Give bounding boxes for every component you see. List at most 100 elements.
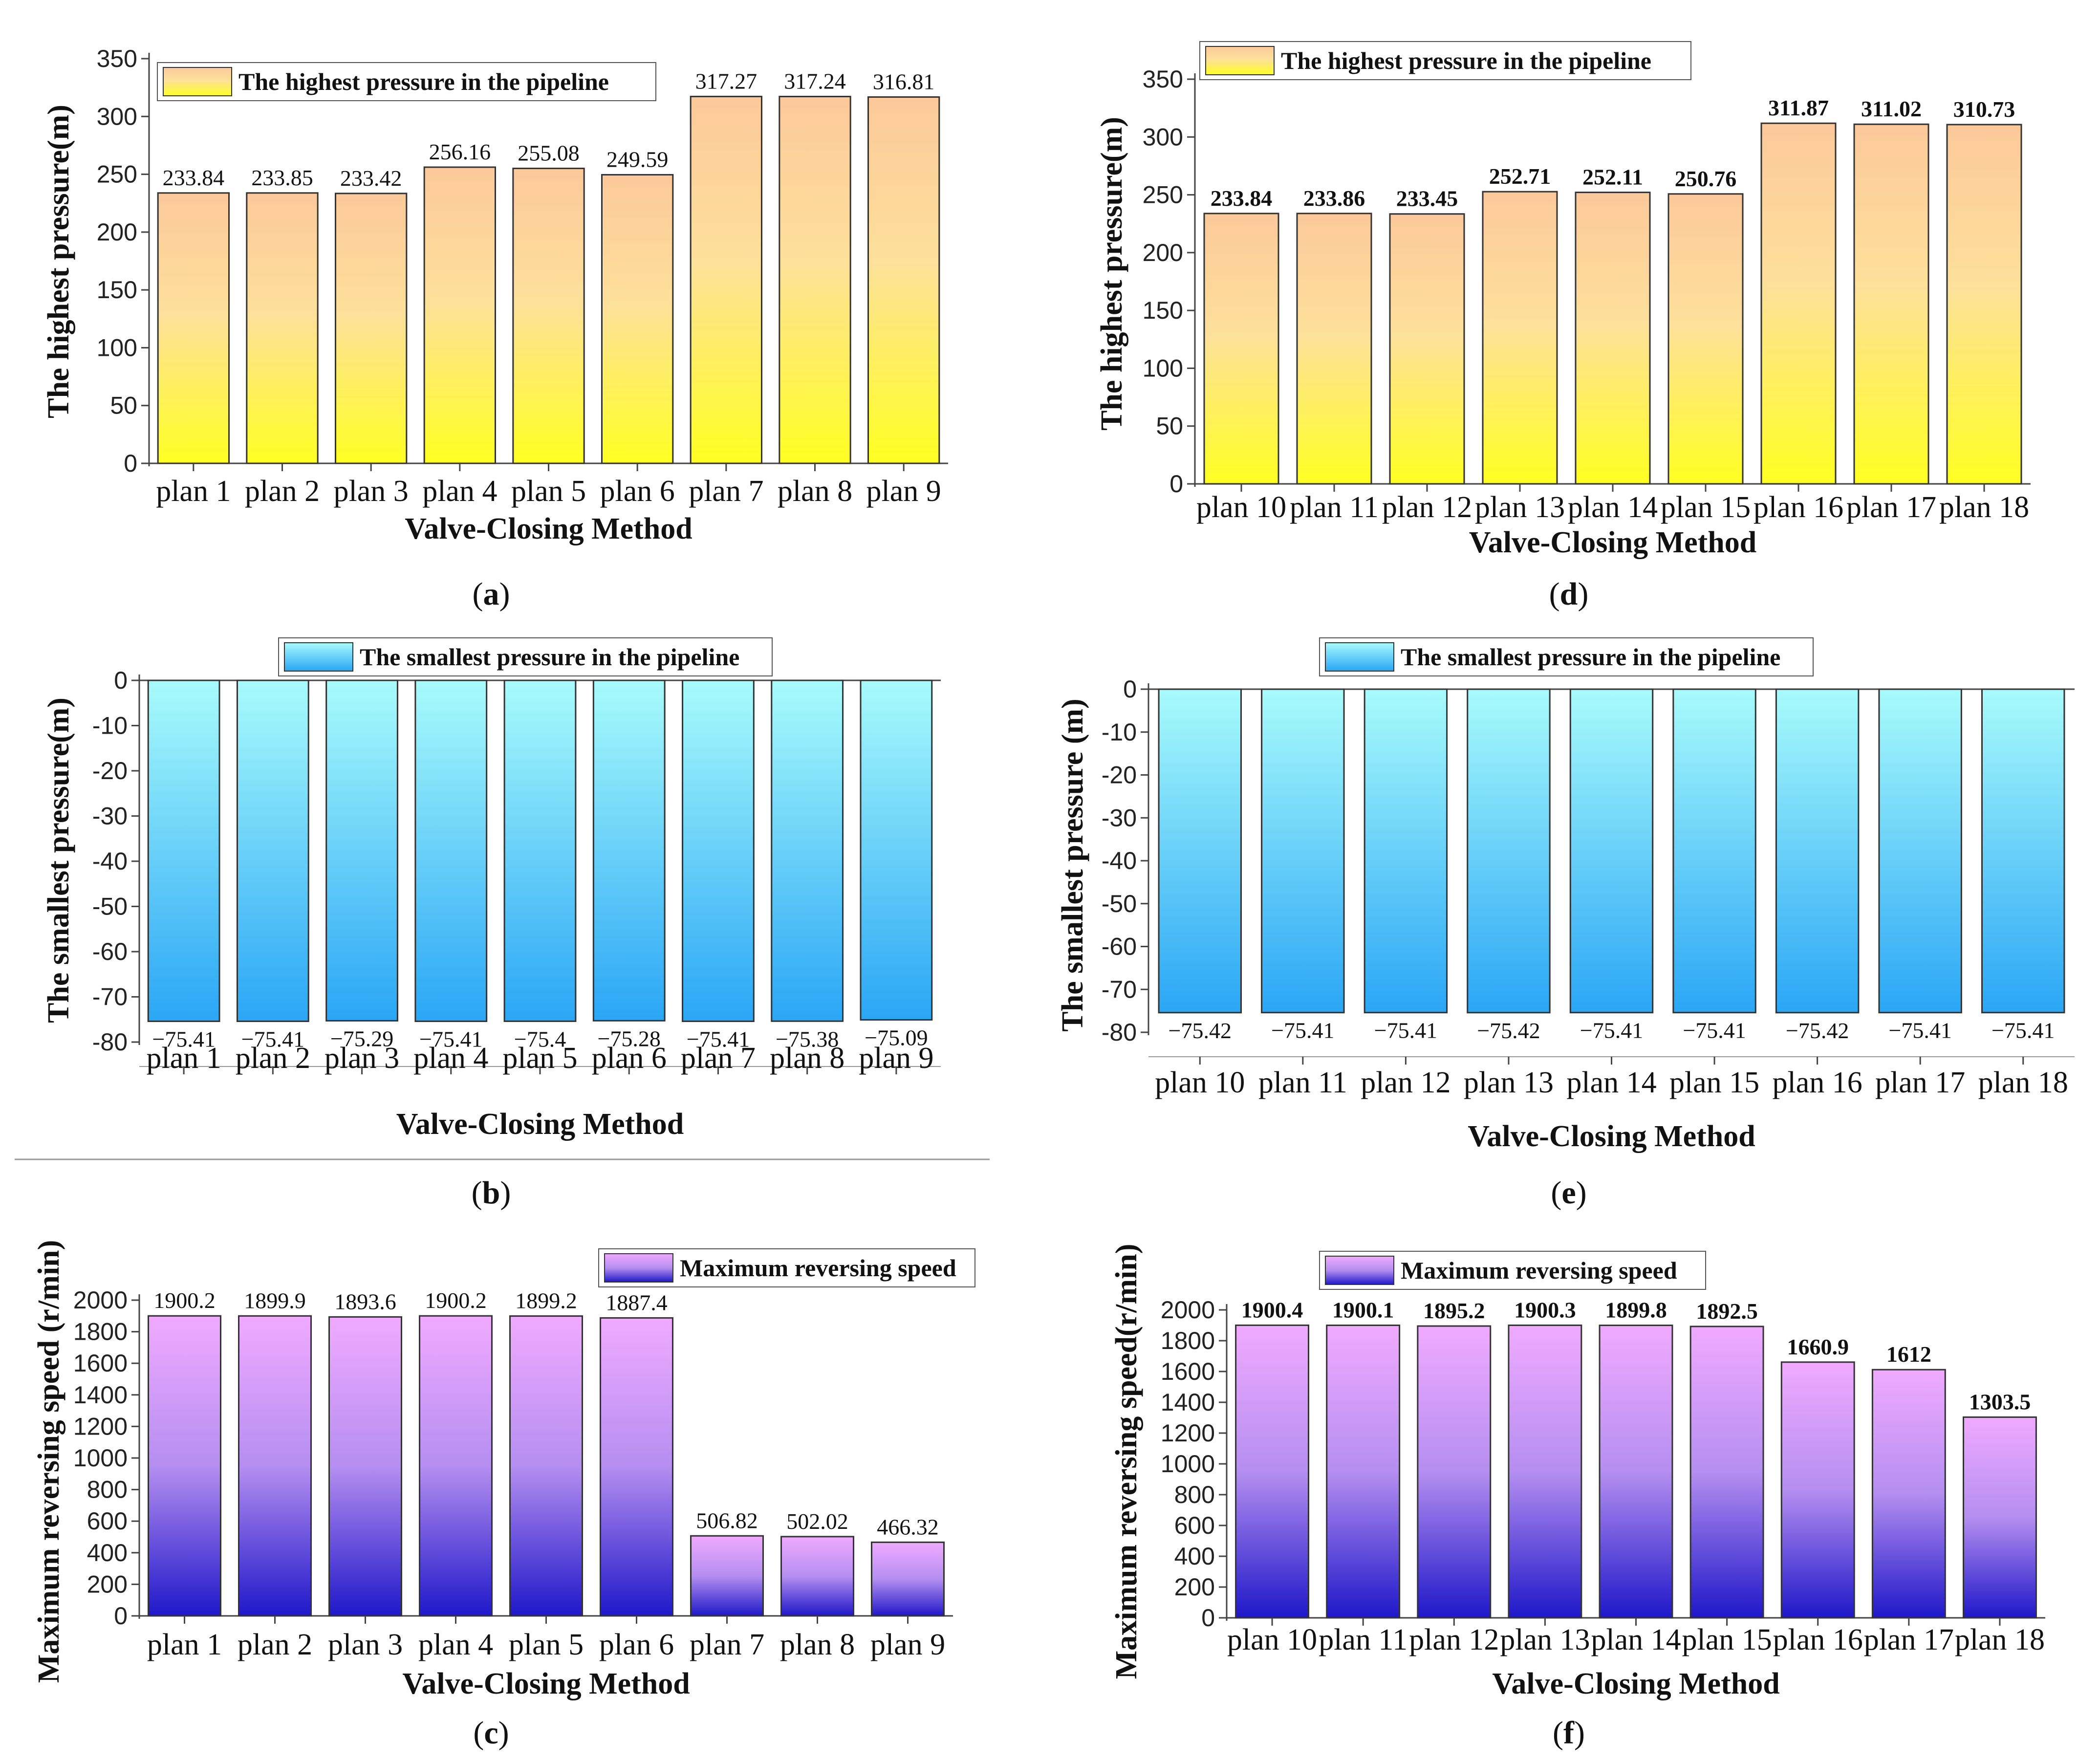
chart-f-category-8: plan 17 [1864, 1623, 1954, 1656]
chart-b-category-3: plan 3 [325, 1042, 399, 1075]
chart-a-bar-3 [335, 193, 408, 464]
chart-b-category-7: plan 7 [681, 1042, 756, 1075]
chart-e-bar-2 [1261, 688, 1345, 1014]
chart-e-bar-5 [1569, 688, 1654, 1014]
chart-c-data-label-3: 1893.6 [334, 1289, 396, 1314]
chart-d-data-label-3: 233.45 [1396, 186, 1458, 211]
chart-d-ytick-label: 250 [1143, 181, 1183, 209]
chart-a-bar-9 [867, 96, 940, 464]
chart-e-category-8: plan 17 [1875, 1066, 1965, 1099]
chart-c-category-3: plan 3 [328, 1628, 403, 1661]
chart-f-data-label-2: 1900.1 [1332, 1297, 1394, 1322]
chart-d-data-label-6: 250.76 [1675, 166, 1737, 191]
chart-e-data-label-3: −75.41 [1374, 1018, 1437, 1043]
chart-d-category-2: plan 11 [1290, 491, 1379, 524]
chart-a-data-label-2: 233.85 [251, 165, 313, 190]
chart-f-bar-6 [1689, 1326, 1764, 1619]
chart-f-x-axis-title: Valve-Closing Method [1492, 1667, 1779, 1700]
chart-e-bar-4 [1467, 688, 1551, 1014]
chart-e-data-label-2: −75.41 [1271, 1018, 1334, 1043]
chart-c-category-8: plan 8 [780, 1628, 855, 1661]
chart-a-ytick-label: 350 [97, 45, 137, 72]
chart-a-bar-7 [690, 95, 762, 464]
chart-d-bar-7 [1760, 122, 1837, 485]
chart-f-data-label-9: 1303.5 [1969, 1389, 2031, 1414]
chart-c-data-label-5: 1899.2 [515, 1288, 577, 1313]
chart-a-bar-2 [246, 192, 319, 464]
chart-b-data-label-9: −75.09 [865, 1025, 928, 1050]
chart-d-category-5: plan 14 [1568, 491, 1658, 524]
chart-f-bar-3 [1417, 1325, 1492, 1619]
chart-b-bar-3 [325, 679, 398, 1022]
chart-a-category-3: plan 3 [334, 475, 409, 508]
chart-c-legend: Maximum reversing speed [598, 1248, 975, 1287]
chart-e-data-label-9: −75.41 [1992, 1018, 2055, 1043]
chart-b-legend-label: The smallest pressure in the pipeline [360, 643, 739, 671]
chart-d-bar-5 [1575, 192, 1651, 485]
chart-e-data-label-8: −75.41 [1888, 1018, 1951, 1043]
chart-c-ytick-label: 1200 [73, 1413, 128, 1440]
chart-f-bar-5 [1599, 1325, 1673, 1619]
chart-f-data-label-7: 1660.9 [1787, 1334, 1849, 1359]
chart-c-legend-swatch [604, 1253, 673, 1283]
chart-b-category-1: plan 1 [146, 1042, 221, 1075]
chart-b-data-label-1: −75.41 [152, 1027, 215, 1052]
chart-f-ytick-label: 800 [1174, 1481, 1215, 1508]
chart-f-category-5: plan 14 [1591, 1623, 1681, 1656]
chart-c-max-reversing-speed: 0 200 400 600 800 1000 1200 1400 1600 1800 2000 190… [32, 1240, 975, 1700]
caption-b: (b) [472, 1175, 511, 1211]
chart-b-y-axis-title: The smallest pressure(m) [42, 697, 75, 1023]
chart-f-max-reversing-speed: 0 200 400 600 800 1000 1200 1400 1600 1800 2000 190… [1110, 1244, 2045, 1700]
chart-a-highest-pressure: 0 50 100 150 200 250 300 350 233.84 plan 1 233.85 p… [42, 45, 948, 545]
chart-d-category-1: plan 10 [1196, 491, 1286, 524]
chart-b-data-label-8: −75.38 [776, 1026, 839, 1051]
chart-a-category-7: plan 7 [689, 475, 763, 508]
chart-a-ytick-label: 300 [97, 103, 137, 130]
chart-a-bar-5 [512, 168, 585, 464]
chart-a-bar-4 [423, 166, 497, 464]
chart-f-data-label-1: 1900.4 [1241, 1297, 1303, 1322]
chart-a-ytick-label: 100 [97, 334, 137, 361]
chart-d-category-8: plan 17 [1846, 491, 1936, 524]
chart-f-category-7: plan 16 [1773, 1623, 1863, 1656]
chart-b-data-label-7: −75.41 [687, 1027, 750, 1052]
chart-e-ytick-label: -60 [1102, 933, 1137, 960]
chart-c-bar-8 [780, 1536, 854, 1617]
chart-b-bar-8 [771, 679, 844, 1022]
chart-a-data-label-3: 233.42 [340, 166, 402, 191]
chart-e-category-6: plan 15 [1669, 1066, 1759, 1099]
chart-e-bar-3 [1364, 688, 1448, 1014]
chart-e-category-2: plan 11 [1258, 1066, 1347, 1099]
chart-a-x-axis-title: Valve-Closing Method [405, 512, 692, 545]
chart-e-data-label-5: −75.41 [1580, 1018, 1643, 1043]
chart-f-category-1: plan 10 [1227, 1623, 1317, 1656]
chart-c-ytick-label: 400 [87, 1539, 128, 1567]
chart-b-ytick-label: 0 [114, 667, 128, 694]
chart-e-legend-label: The smallest pressure in the pipeline [1401, 643, 1780, 671]
chart-c-data-label-4: 1900.2 [425, 1288, 487, 1313]
chart-d-data-label-1: 233.84 [1211, 186, 1273, 211]
chart-e-ytick-label: 0 [1123, 675, 1137, 703]
caption-d: (d) [1549, 576, 1589, 612]
chart-e-category-4: plan 13 [1464, 1066, 1554, 1099]
chart-f-bar-1 [1235, 1324, 1309, 1619]
chart-e-bar-8 [1878, 688, 1962, 1014]
chart-e-ytick-label: -80 [1102, 1019, 1137, 1046]
chart-a-category-8: plan 8 [778, 475, 852, 508]
chart-b-legend: The smallest pressure in the pipeline [278, 637, 773, 676]
chart-f-bar-8 [1871, 1369, 1946, 1619]
chart-c-bar-7 [690, 1535, 764, 1617]
chart-c-category-5: plan 5 [509, 1628, 584, 1661]
chart-e-bar-9 [1981, 688, 2065, 1014]
chart-d-y-axis-title: The highest pressure(m) [1095, 117, 1128, 431]
chart-f-ytick-label: 1800 [1161, 1327, 1215, 1354]
chart-b-bar-2 [236, 679, 309, 1023]
chart-b-ytick-label: -10 [92, 712, 128, 740]
chart-d-data-label-4: 252.71 [1489, 164, 1551, 189]
chart-b-category-5: plan 5 [502, 1042, 577, 1075]
chart-e-category-5: plan 14 [1566, 1066, 1656, 1099]
chart-e-category-1: plan 10 [1155, 1066, 1245, 1099]
chart-e-x-axis-title: Valve-Closing Method [1468, 1120, 1755, 1153]
chart-f-ytick-label: 1000 [1161, 1450, 1215, 1478]
chart-f-data-label-4: 1900.3 [1514, 1297, 1576, 1322]
